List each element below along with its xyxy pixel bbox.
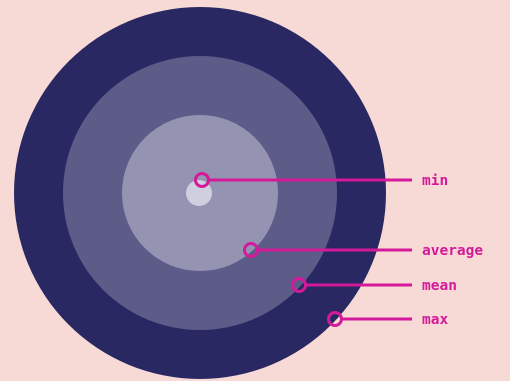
marker-max	[327, 311, 343, 327]
label-average: average	[422, 243, 483, 259]
marker-average	[243, 242, 259, 258]
label-max: max	[422, 312, 448, 328]
marker-mean	[291, 277, 307, 293]
label-min: min	[422, 173, 448, 189]
marker-min	[194, 172, 210, 188]
label-mean: mean	[422, 278, 457, 294]
